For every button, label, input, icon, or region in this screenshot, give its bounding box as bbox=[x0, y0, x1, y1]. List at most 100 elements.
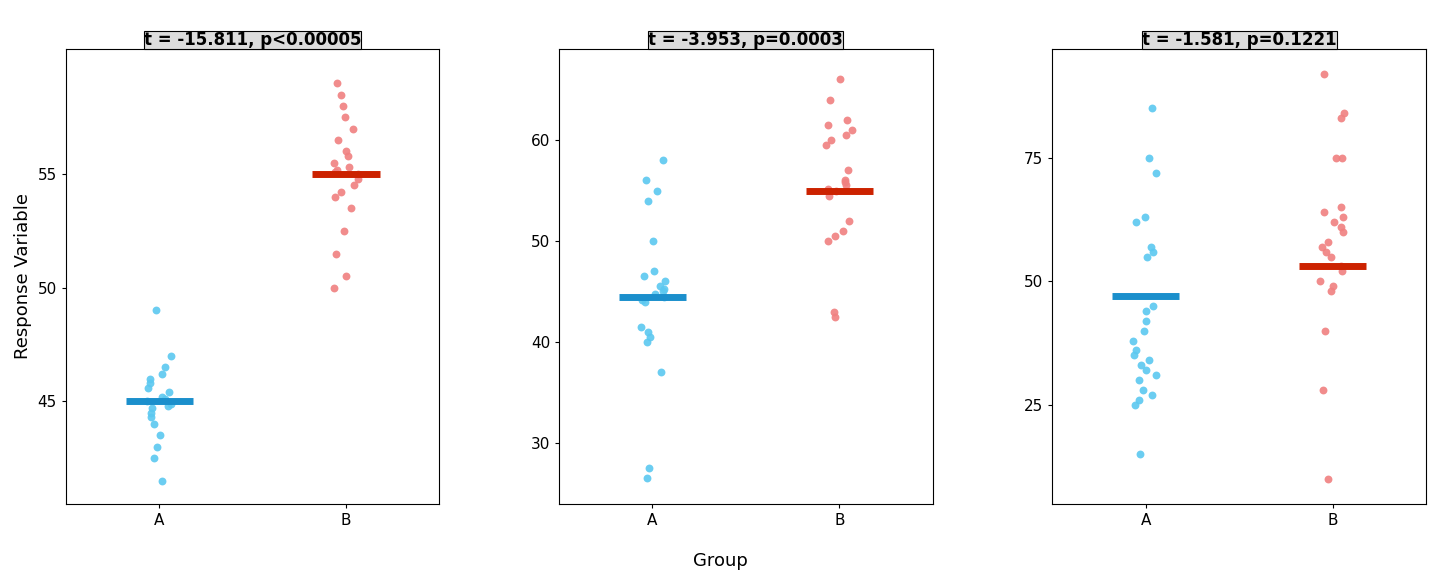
Point bbox=[638, 332, 661, 342]
Point bbox=[632, 272, 655, 281]
Point bbox=[1122, 351, 1145, 360]
Point bbox=[331, 101, 354, 111]
Point bbox=[631, 295, 654, 304]
Text: Group: Group bbox=[693, 552, 747, 570]
Point bbox=[327, 135, 350, 145]
Point bbox=[1125, 346, 1148, 355]
Point bbox=[1128, 395, 1151, 404]
Point bbox=[649, 367, 672, 377]
Point bbox=[140, 408, 163, 417]
Point bbox=[834, 176, 857, 185]
Point bbox=[1319, 286, 1342, 295]
Point bbox=[1138, 356, 1161, 365]
Point bbox=[654, 277, 677, 286]
Point bbox=[1129, 449, 1152, 458]
Point bbox=[324, 249, 347, 258]
Point bbox=[135, 383, 158, 392]
Point bbox=[1140, 247, 1164, 256]
Point bbox=[816, 120, 840, 130]
Text: t = -1.581, p=0.1221: t = -1.581, p=0.1221 bbox=[1142, 31, 1336, 49]
Point bbox=[835, 130, 858, 139]
Point bbox=[816, 184, 840, 193]
Point bbox=[1140, 391, 1164, 400]
Point bbox=[1331, 267, 1354, 276]
Point bbox=[815, 141, 838, 150]
Point bbox=[347, 174, 370, 183]
Point bbox=[652, 285, 675, 294]
Point bbox=[150, 392, 173, 401]
Point bbox=[1313, 326, 1336, 335]
Point bbox=[334, 272, 357, 281]
Point bbox=[636, 327, 660, 336]
Point bbox=[818, 191, 841, 200]
Point bbox=[323, 283, 346, 292]
Point bbox=[325, 79, 348, 88]
Point bbox=[648, 282, 671, 291]
Point bbox=[143, 453, 166, 463]
Point bbox=[819, 135, 842, 145]
Point bbox=[1310, 242, 1333, 251]
Point bbox=[818, 95, 841, 104]
Point bbox=[1329, 222, 1352, 232]
Point bbox=[323, 158, 346, 168]
Point bbox=[1322, 282, 1345, 291]
Point bbox=[1145, 370, 1168, 380]
Point bbox=[638, 464, 661, 473]
Point bbox=[1133, 213, 1156, 222]
Point bbox=[1313, 207, 1336, 217]
Point bbox=[824, 186, 847, 195]
Point bbox=[822, 307, 845, 316]
Point bbox=[824, 232, 847, 241]
Point bbox=[641, 236, 664, 245]
Point bbox=[1318, 474, 1341, 483]
Point bbox=[330, 90, 353, 99]
Point bbox=[1312, 69, 1335, 78]
Point bbox=[816, 236, 840, 245]
Point bbox=[1329, 203, 1352, 212]
Point bbox=[323, 167, 346, 176]
Point bbox=[340, 203, 363, 213]
Point bbox=[1140, 104, 1164, 113]
Point bbox=[145, 442, 168, 452]
Point bbox=[831, 226, 854, 236]
Point bbox=[837, 166, 860, 175]
Point bbox=[1331, 153, 1354, 162]
Point bbox=[324, 192, 347, 202]
Point bbox=[636, 196, 660, 205]
Point bbox=[157, 401, 180, 411]
Point bbox=[644, 289, 667, 298]
Point bbox=[1122, 336, 1145, 345]
Point bbox=[1316, 237, 1339, 247]
Point bbox=[346, 169, 369, 179]
Y-axis label: Response Variable: Response Variable bbox=[14, 194, 32, 359]
Point bbox=[157, 388, 180, 397]
Point bbox=[337, 151, 360, 161]
Point bbox=[150, 369, 173, 378]
Point bbox=[153, 395, 176, 404]
Point bbox=[635, 338, 658, 347]
Point bbox=[1322, 217, 1345, 226]
Point bbox=[144, 306, 167, 315]
Point bbox=[160, 399, 183, 408]
Point bbox=[645, 186, 668, 195]
Point bbox=[1332, 213, 1355, 222]
Point bbox=[138, 374, 161, 383]
Point bbox=[834, 178, 857, 187]
Point bbox=[635, 176, 658, 185]
Point bbox=[1332, 109, 1355, 118]
Point bbox=[1135, 366, 1158, 375]
Point bbox=[652, 292, 675, 301]
Point bbox=[629, 322, 652, 331]
Point bbox=[1136, 252, 1159, 261]
Point bbox=[333, 226, 356, 236]
Point bbox=[325, 165, 348, 174]
Point bbox=[1309, 276, 1332, 286]
Point bbox=[140, 412, 163, 422]
Point bbox=[1132, 385, 1155, 395]
Point bbox=[135, 397, 158, 406]
Point bbox=[635, 473, 658, 483]
Point bbox=[1319, 252, 1342, 261]
Point bbox=[1332, 228, 1355, 237]
Text: t = -15.811, p<0.00005: t = -15.811, p<0.00005 bbox=[144, 31, 361, 49]
Point bbox=[343, 181, 366, 190]
